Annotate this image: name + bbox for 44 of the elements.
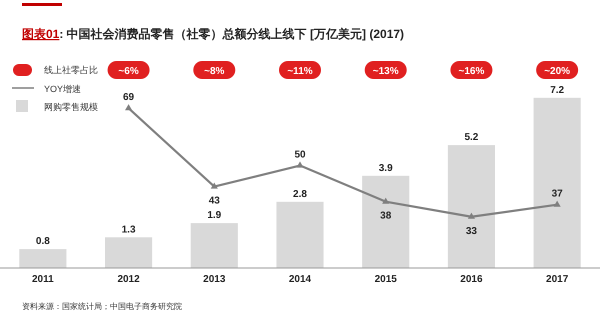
bar bbox=[190, 223, 238, 268]
x-tick-label: 2015 bbox=[374, 274, 398, 285]
data-label: 3.9 bbox=[378, 162, 394, 174]
x-tick-label: 2012 bbox=[117, 274, 140, 285]
bar bbox=[105, 237, 152, 268]
data-label: 7.2 bbox=[550, 84, 565, 96]
bar bbox=[19, 249, 66, 268]
bar bbox=[276, 202, 324, 268]
data-label: 1.9 bbox=[207, 210, 222, 222]
bar bbox=[362, 176, 410, 268]
annotation: ~8% bbox=[204, 66, 225, 77]
legend-label: 网购零售规模 bbox=[44, 102, 98, 112]
point bbox=[554, 200, 561, 207]
x-tick-label: 2011 bbox=[32, 274, 54, 285]
data-label: 33 bbox=[466, 226, 478, 237]
data-label: 50 bbox=[294, 150, 306, 161]
point bbox=[468, 212, 475, 219]
point bbox=[125, 104, 132, 110]
point bbox=[382, 198, 390, 204]
data-label: 1.3 bbox=[122, 224, 136, 236]
annotation: ~11% bbox=[287, 66, 313, 77]
chart-title: 图表01: 中国社会消费品零售（社零）总额分线上线下 [万亿美元] (2017) bbox=[22, 27, 404, 41]
point bbox=[296, 161, 304, 168]
x-tick-label: 2014 bbox=[288, 274, 312, 285]
data-label: 0.8 bbox=[36, 236, 50, 248]
annotation: ~20% bbox=[544, 66, 570, 77]
x-tick-label: 2017 bbox=[546, 274, 569, 285]
annotation: ~13% bbox=[372, 66, 399, 77]
annotation: ~16% bbox=[458, 66, 484, 77]
point bbox=[210, 182, 218, 189]
x-tick-label: 2016 bbox=[460, 274, 483, 285]
data-label: 37 bbox=[552, 188, 564, 200]
annotation: ~6% bbox=[118, 66, 139, 77]
data-label: 5.2 bbox=[464, 132, 479, 144]
annotation: 线上社零占比 bbox=[44, 65, 98, 75]
bar bbox=[534, 98, 581, 268]
bar bbox=[448, 145, 495, 268]
data-label: 38 bbox=[380, 210, 392, 222]
data-label: 2.8 bbox=[293, 188, 308, 200]
data-label: 43 bbox=[208, 196, 220, 207]
x-tick-label: 2013 bbox=[203, 274, 226, 285]
text: 资料来源：国家统计局；中国电子商务研究院 bbox=[22, 302, 182, 311]
data-label: 69 bbox=[123, 92, 135, 104]
legend-label: YOY增速 bbox=[44, 84, 82, 94]
